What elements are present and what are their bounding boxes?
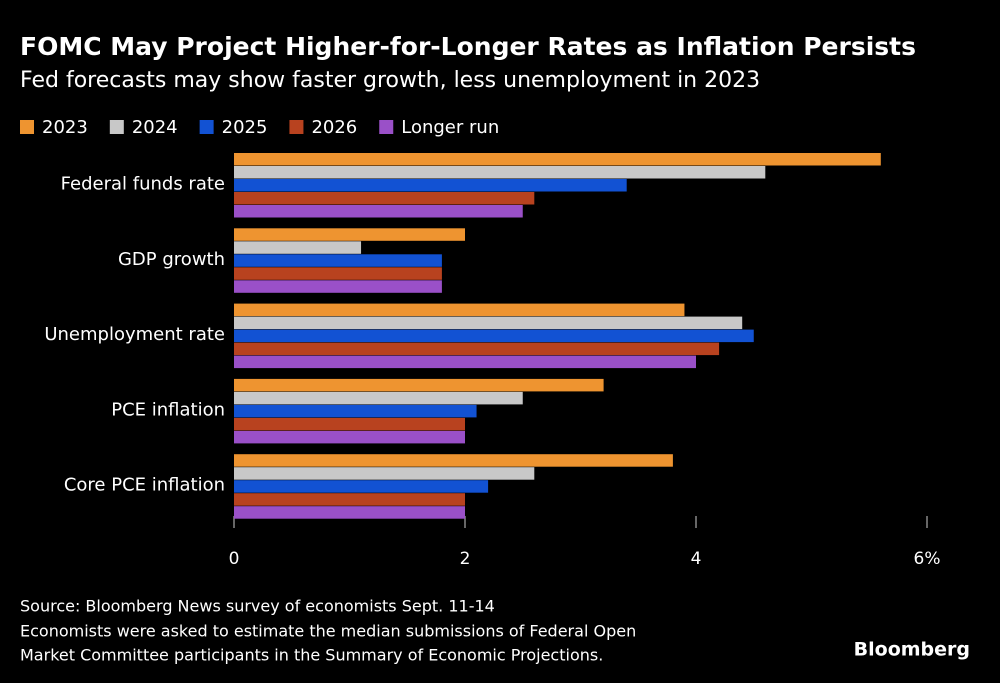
legend-swatch <box>379 120 394 134</box>
bar <box>234 166 766 179</box>
y-tick-label: PCE inflation <box>111 399 225 420</box>
legend-swatch <box>109 120 124 134</box>
y-tick-label: Core PCE inflation <box>64 475 225 496</box>
bar <box>234 454 673 467</box>
source: Source: Bloomberg News survey of economi… <box>20 597 495 616</box>
legend-label: 2025 <box>222 117 268 138</box>
bar <box>234 280 442 293</box>
y-tick-label: Unemployment rate <box>44 324 225 345</box>
bar <box>234 192 535 205</box>
brand-logo: Bloomberg <box>854 639 970 661</box>
legend-swatch <box>20 120 34 134</box>
bar <box>234 391 523 405</box>
chart-title: FOMC May Project Higher-for-Longer Rates… <box>20 32 916 61</box>
bar <box>234 417 465 431</box>
bar <box>234 480 489 493</box>
legend-swatch <box>199 120 214 134</box>
bar <box>234 254 442 267</box>
legend-swatch <box>289 120 304 134</box>
bar <box>234 342 720 356</box>
bar <box>234 355 696 369</box>
bar <box>234 179 627 192</box>
y-tick-label: Federal funds rate <box>61 174 225 195</box>
x-tick-label: 4 <box>691 549 702 569</box>
legend-label: 2024 <box>132 117 178 138</box>
bar <box>234 404 477 418</box>
bar <box>234 267 442 280</box>
bar <box>234 467 535 480</box>
legend-label: Longer run <box>401 117 499 138</box>
legend-label: 2023 <box>42 117 88 138</box>
chart-subtitle: Fed forecasts may show faster growth, le… <box>20 68 760 93</box>
bar <box>234 329 754 343</box>
y-tick-label: GDP growth <box>118 249 225 270</box>
bar <box>234 493 465 506</box>
bar <box>234 378 604 392</box>
legend-label: 2026 <box>311 117 357 138</box>
note: Economists were asked to estimate the me… <box>20 622 636 641</box>
bar <box>234 303 685 317</box>
bar <box>234 506 465 519</box>
x-tick-label: 0 <box>229 549 240 569</box>
bar <box>234 228 465 241</box>
note: Market Committee participants in the Sum… <box>20 646 603 665</box>
bar <box>234 241 362 254</box>
bar <box>234 205 523 218</box>
x-tick-label: 2 <box>460 549 471 569</box>
bar <box>234 430 465 444</box>
bar <box>234 316 743 330</box>
bar <box>234 153 881 166</box>
x-tick-label: 6% <box>914 549 941 569</box>
